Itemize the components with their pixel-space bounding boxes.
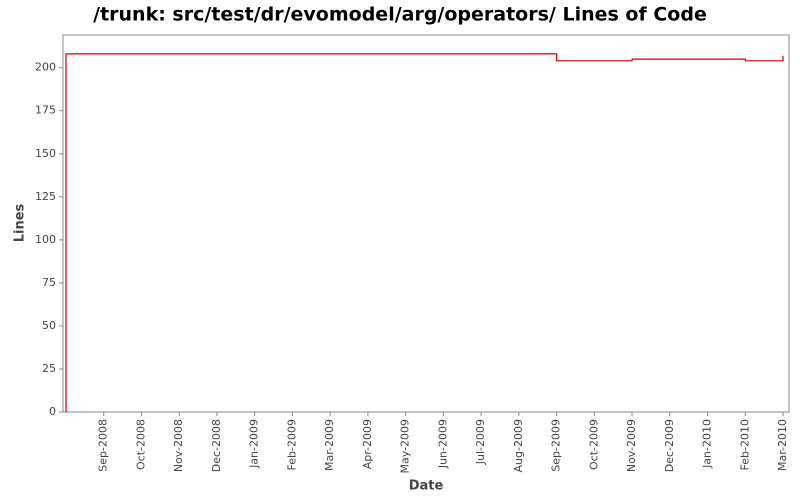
y-tick-label: 125: [35, 190, 56, 203]
y-tick-label: 175: [35, 104, 56, 117]
x-tick-label: Jan-2009: [248, 419, 261, 469]
x-axis-title: Date: [409, 479, 444, 494]
data-line: [65, 53, 784, 412]
x-tick-label: Sep-2009: [550, 419, 563, 472]
x-tick-label: Mar-2010: [776, 419, 789, 471]
x-tick-label: Feb-2009: [285, 419, 298, 470]
chart-title: /trunk: src/test/dr/evomodel/arg/operato…: [93, 4, 707, 26]
x-tick-label: May-2009: [399, 419, 412, 474]
x-tick-label: Nov-2009: [625, 419, 638, 472]
x-tick-label: Jul-2009: [474, 419, 487, 465]
y-tick-label: 25: [42, 362, 56, 375]
x-tick-label: Jan-2010: [701, 419, 714, 469]
x-tick-label: Jun-2009: [436, 419, 449, 469]
x-tick-label: Oct-2009: [587, 419, 600, 470]
x-tick-label: Sep-2008: [97, 419, 110, 472]
x-tick-label: Oct-2008: [134, 419, 147, 470]
x-tick-label: Nov-2008: [172, 419, 185, 472]
x-tick-label: Apr-2009: [361, 419, 374, 469]
y-tick-label: 75: [42, 276, 56, 289]
plot-frame: [62, 34, 790, 413]
x-tick-label: Aug-2009: [512, 419, 525, 472]
x-tick-label: Dec-2008: [210, 419, 223, 472]
y-tick-label: 0: [49, 405, 56, 418]
y-tick-label: 100: [35, 233, 56, 246]
y-axis-title: Lines: [13, 203, 28, 242]
x-tick-label: Dec-2009: [663, 419, 676, 472]
y-tick-label: 200: [35, 61, 56, 74]
x-tick-label: Feb-2010: [738, 419, 751, 470]
y-tick-label: 150: [35, 147, 56, 160]
y-tick-label: 50: [42, 319, 56, 332]
x-tick-label: Mar-2009: [323, 419, 336, 471]
